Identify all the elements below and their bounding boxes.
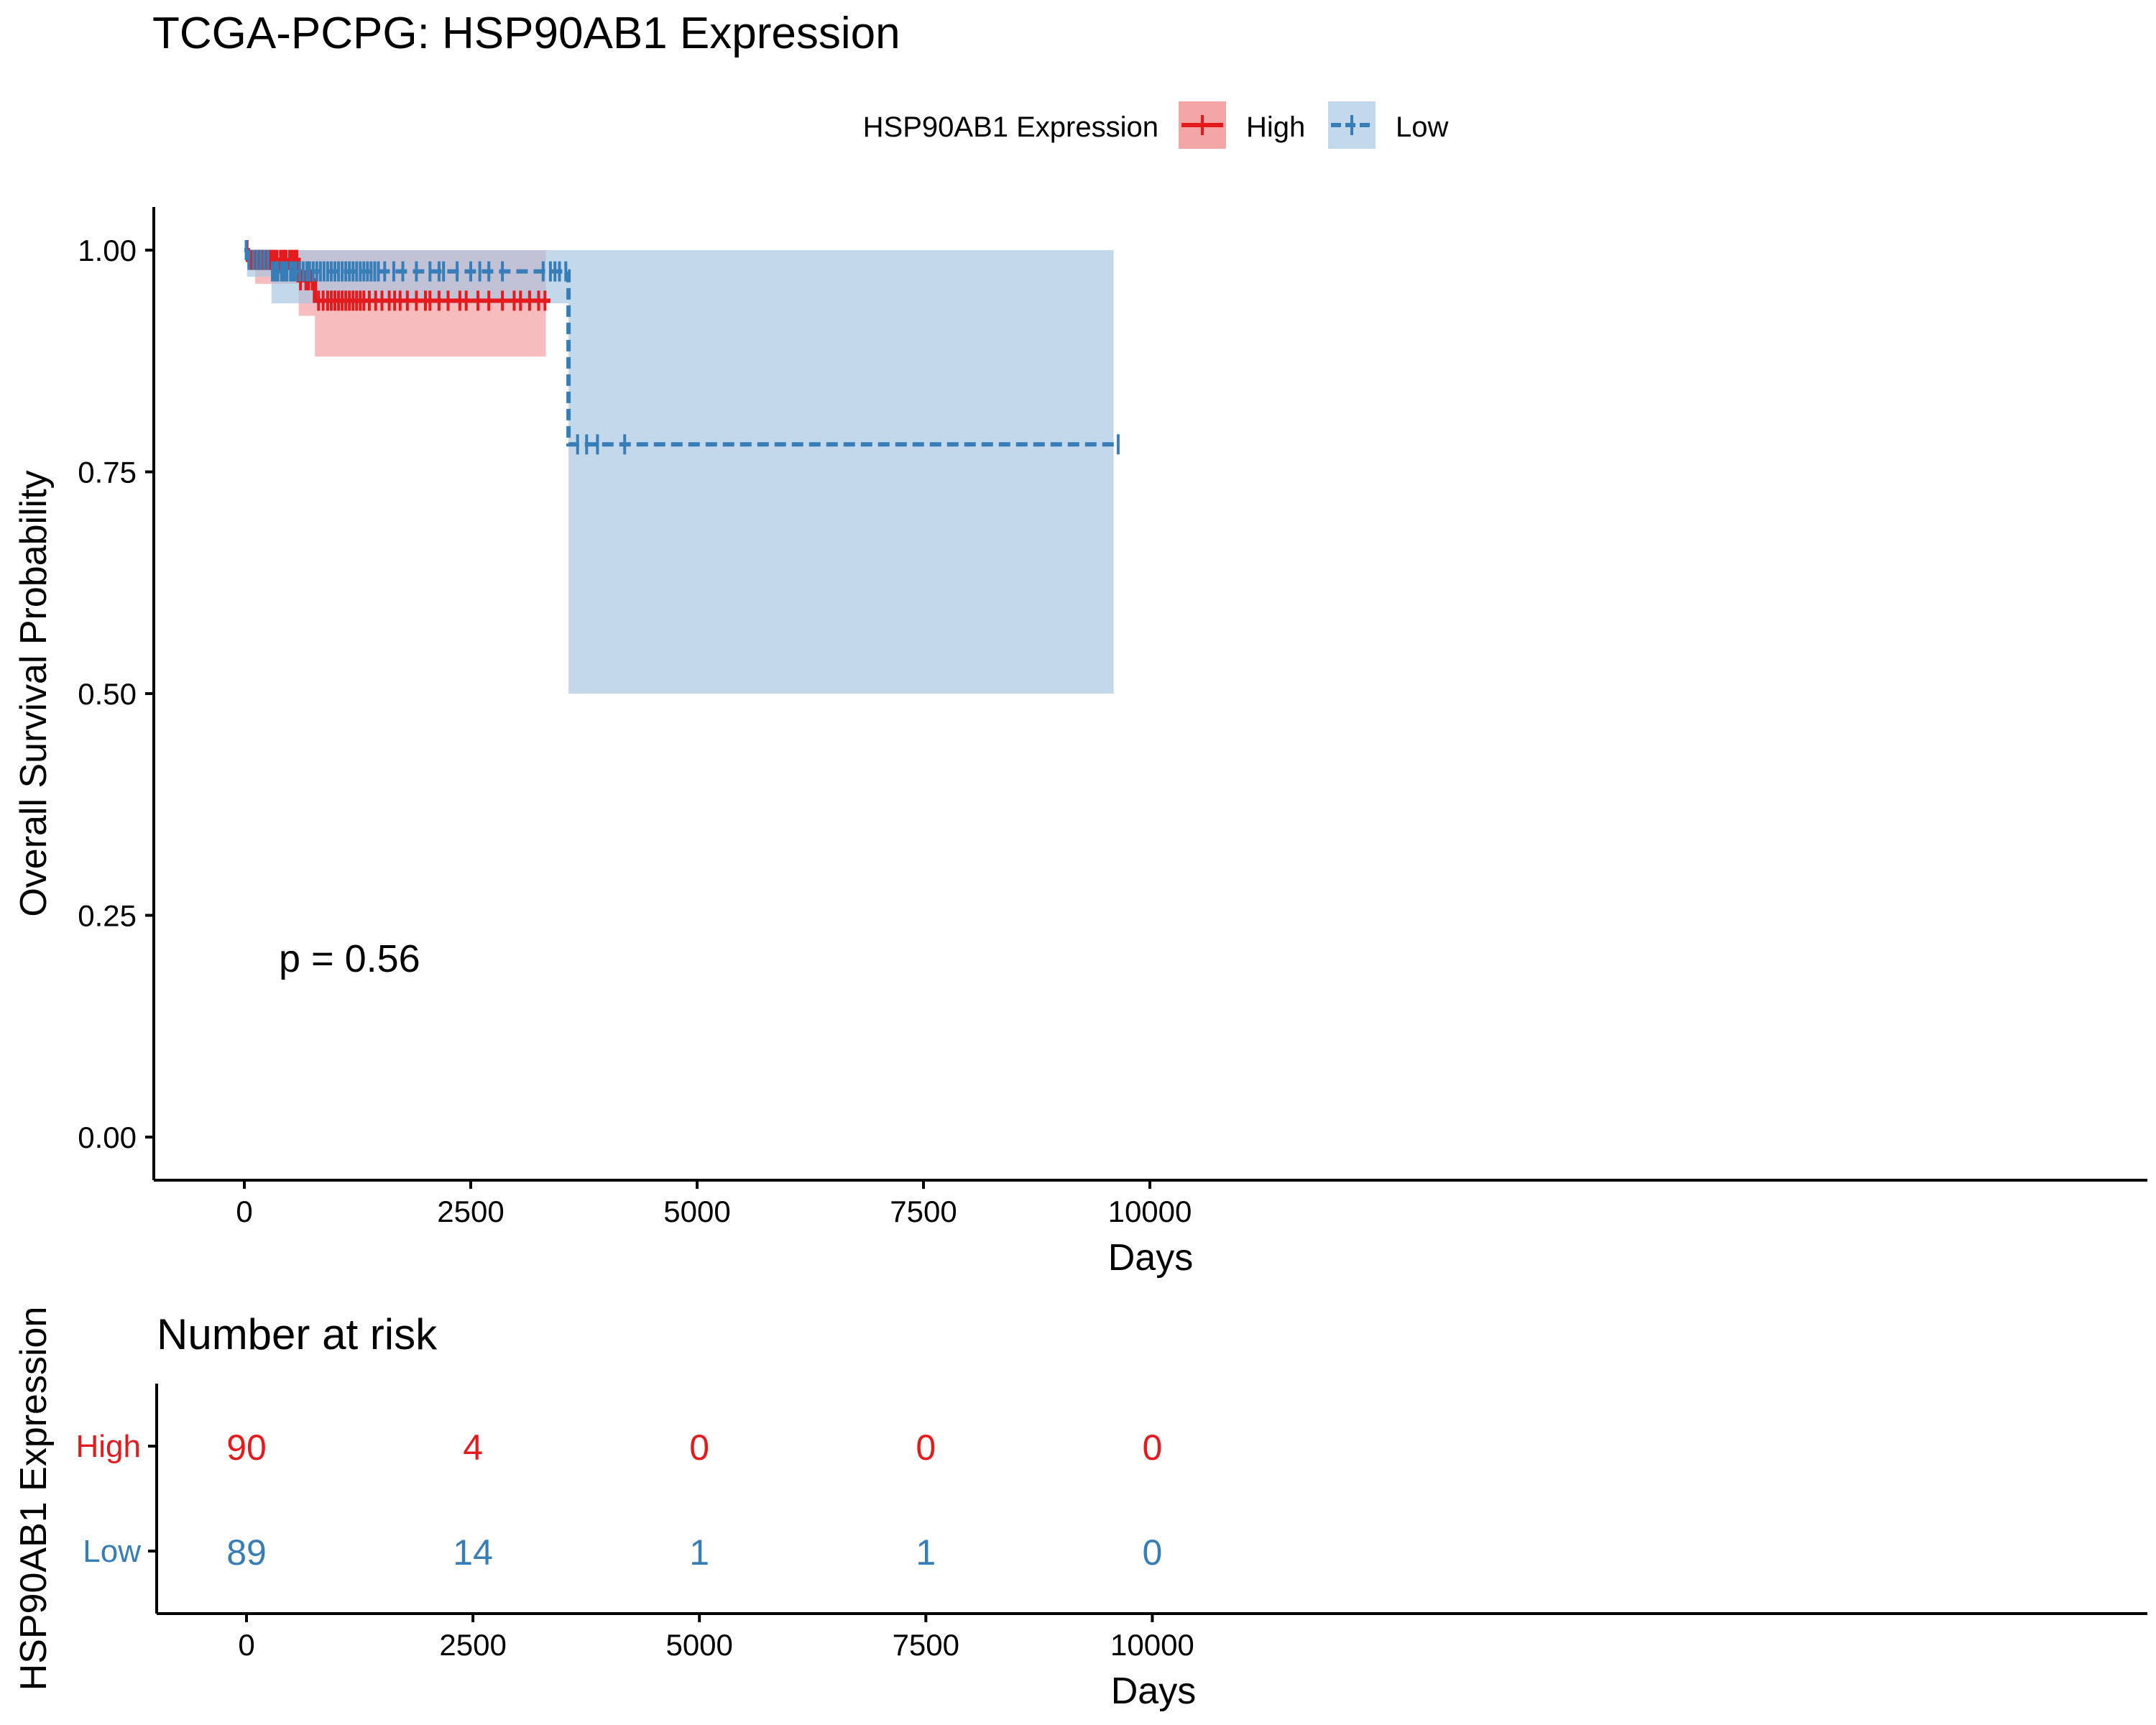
- x-axis-label: Days: [1108, 1237, 1193, 1279]
- risk-count-high: 90: [226, 1427, 267, 1468]
- p-value-annotation: p = 0.56: [279, 937, 420, 980]
- risk-count-high: 0: [916, 1427, 936, 1468]
- risk-count-low: 14: [453, 1532, 493, 1573]
- risk-rows: High 90 4 0 0 0 Low 89 14 1 1 0: [76, 1427, 1163, 1573]
- x-tick-label: 7500: [890, 1195, 957, 1228]
- y-tick-label: 0.75: [78, 456, 137, 489]
- confidence-bands: [244, 250, 1114, 694]
- risk-count-low: 0: [1142, 1532, 1162, 1573]
- y-tick-label: 0.00: [78, 1121, 137, 1154]
- legend: HSP90AB1 Expression High Low: [863, 101, 1448, 149]
- risk-x-tick-label: 0: [238, 1628, 254, 1662]
- risk-x-axis-label: Days: [1111, 1670, 1196, 1712]
- risk-x-tick-label: 2500: [439, 1628, 506, 1662]
- x-tick-label: 10000: [1108, 1195, 1192, 1228]
- risk-count-low: 89: [226, 1532, 267, 1573]
- risk-x-tick-label: 10000: [1110, 1628, 1194, 1662]
- risk-table: Number at risk High 90 4 0 0 0 Low 89 14 1 1 0 0 250…: [13, 1307, 2147, 1712]
- chart-title: TCGA-PCPG: HSP90AB1 Expression: [152, 9, 900, 58]
- legend-label-high: High: [1246, 111, 1305, 143]
- ci-band-low: [244, 250, 1114, 694]
- y-axis-ticks: 0.00 0.25 0.50 0.75 1.00: [78, 234, 154, 1154]
- risk-count-high: 0: [689, 1427, 709, 1468]
- risk-row-label-high: High: [76, 1429, 142, 1464]
- x-axis-ticks: 0 2500 5000 7500 10000: [236, 1180, 1192, 1228]
- censor-marks: [244, 240, 1120, 455]
- risk-x-tick-label: 7500: [893, 1628, 959, 1662]
- x-tick-label: 5000: [663, 1195, 730, 1228]
- y-tick-label: 0.50: [78, 677, 137, 711]
- legend-label-low: Low: [1396, 111, 1448, 143]
- x-tick-label: 0: [236, 1195, 252, 1228]
- risk-x-axis-ticks: 0 2500 5000 7500 10000: [238, 1614, 1194, 1662]
- risk-row-label-low: Low: [83, 1534, 141, 1569]
- risk-count-low: 1: [916, 1532, 936, 1573]
- risk-count-high: 0: [1142, 1427, 1162, 1468]
- risk-count-high: 4: [463, 1427, 483, 1468]
- risk-table-title: Number at risk: [157, 1310, 438, 1358]
- y-tick-label: 0.25: [78, 899, 137, 933]
- x-tick-label: 2500: [437, 1195, 504, 1228]
- y-tick-label: 1.00: [78, 234, 137, 267]
- risk-y-axis-label: HSP90AB1 Expression: [13, 1307, 55, 1691]
- legend-title: HSP90AB1 Expression: [863, 111, 1158, 143]
- risk-count-low: 1: [689, 1532, 709, 1573]
- risk-x-tick-label: 5000: [665, 1628, 732, 1662]
- y-axis-label: Overall Survival Probability: [13, 470, 55, 916]
- km-plot: 0.000.250.500.751.00 0 2500 5000 7500 10000 …: [13, 207, 2147, 1279]
